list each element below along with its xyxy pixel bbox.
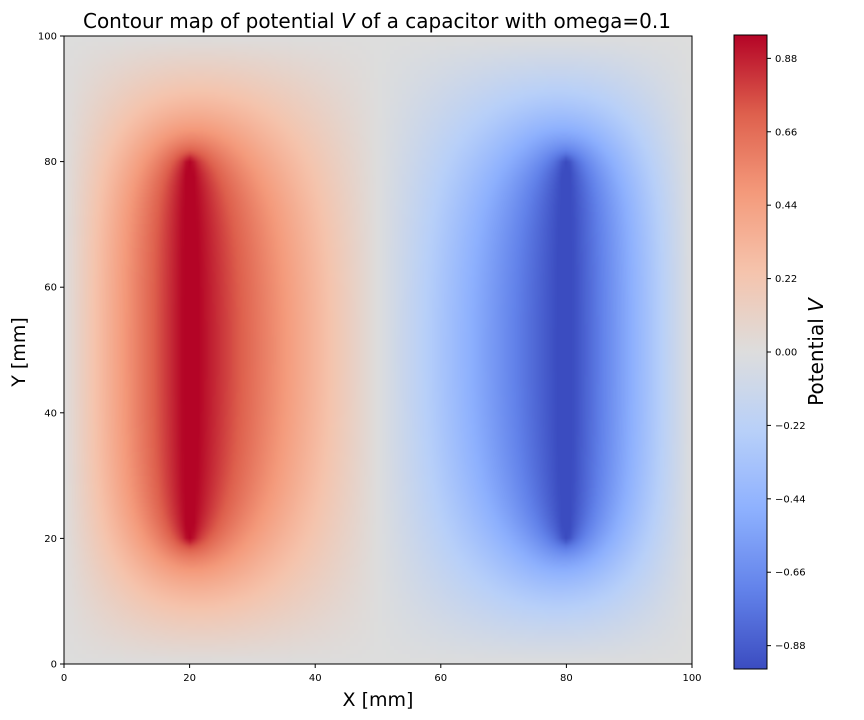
- y-axis-ticks: 0 20 40 60 80 100: [38, 32, 64, 671]
- colorbar: −0.88 −0.66 −0.44 −0.22 0.00 0.22 0.44 0.66 0.88: [733, 34, 806, 670]
- x-axis-label: X [mm]: [343, 689, 414, 711]
- colorbar-label: Potential V: [804, 297, 828, 406]
- colorbar-label-prefix: Potential: [804, 312, 828, 406]
- colorbar-tick-label: −0.22: [775, 421, 806, 432]
- y-tick-label: 60: [44, 283, 57, 294]
- colorbar-label-variable: V: [804, 297, 828, 312]
- colorbar-gradient: [734, 35, 767, 669]
- x-tick-label: 40: [309, 673, 322, 684]
- x-tick-label: 80: [560, 673, 573, 684]
- y-axis-label: Y [mm]: [8, 317, 30, 388]
- chart-title: Contour map of potential V of a capacito…: [83, 9, 671, 33]
- heatmap-field: [64, 36, 692, 664]
- colorbar-tick-label: 0.66: [775, 127, 797, 138]
- colorbar-tick-label: 0.88: [775, 54, 797, 65]
- plot-area: [63, 35, 693, 665]
- y-tick-label: 100: [38, 32, 57, 43]
- y-tick-label: 80: [44, 157, 57, 168]
- y-tick-label: 40: [44, 408, 57, 419]
- x-tick-label: 0: [61, 673, 67, 684]
- colorbar-tick-label: −0.44: [775, 494, 806, 505]
- plot-frame: [63, 35, 693, 665]
- y-tick-label: 20: [44, 534, 57, 545]
- heatmap-container: [64, 36, 692, 664]
- colorbar-tick-label: 0.00: [775, 348, 797, 359]
- y-tick-label: 0: [51, 660, 57, 671]
- colorbar-tick-label: 0.22: [775, 274, 797, 285]
- colorbar-ticks: −0.88 −0.66 −0.44 −0.22 0.00 0.22 0.44 0.66 0.88: [767, 54, 806, 652]
- title-variable: V: [341, 9, 356, 33]
- x-tick-label: 100: [682, 673, 701, 684]
- title-prefix: Contour map of potential: [83, 9, 341, 33]
- colorbar-tick-label: −0.66: [775, 568, 806, 579]
- colorbar-tick-label: 0.44: [775, 201, 797, 212]
- x-tick-label: 20: [183, 673, 196, 684]
- x-axis-ticks: 0 20 40 60 80 100: [61, 664, 702, 684]
- title-suffix: of a capacitor with omega=0.1: [355, 9, 671, 33]
- colorbar-tick-label: −0.88: [775, 641, 806, 652]
- x-tick-label: 60: [434, 673, 447, 684]
